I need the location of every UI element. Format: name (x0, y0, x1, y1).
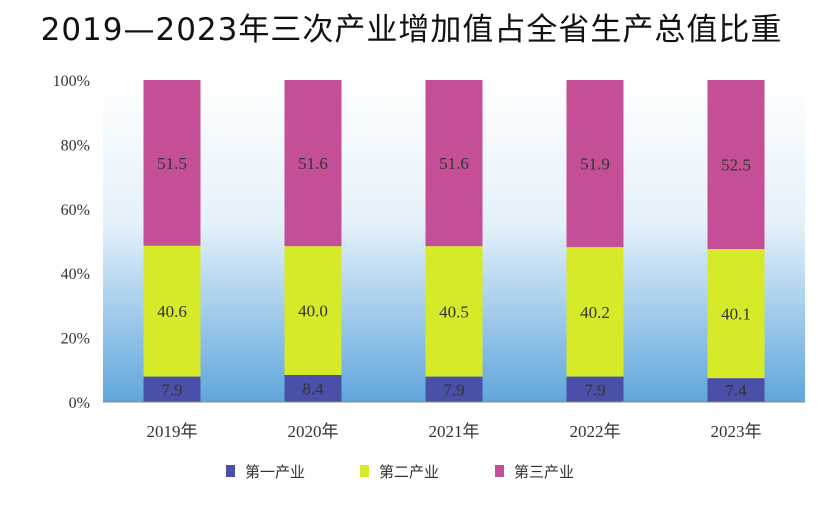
legend-swatch (495, 465, 504, 477)
bar-segment (284, 374, 342, 402)
bar-segment (425, 80, 483, 247)
legend-label: 第三产业 (514, 463, 574, 481)
y-tick-label: 80% (61, 137, 90, 154)
data-label: 51.5 (157, 154, 187, 173)
data-label: 40.2 (580, 303, 610, 322)
chart-title: 2019—2023年三次产业增加值占全省生产总值比重 (40, 12, 783, 48)
data-label: 7.9 (584, 380, 605, 399)
bar-segment (566, 247, 624, 377)
bar-segment (143, 376, 201, 402)
data-label: 40.0 (298, 302, 328, 321)
y-tick-label: 100% (53, 73, 90, 90)
legend-swatch (360, 465, 369, 477)
x-tick-label: 2019年 (147, 422, 198, 441)
bar-segment (143, 245, 201, 377)
y-tick-label: 60% (61, 202, 90, 219)
y-tick-label: 40% (61, 266, 90, 283)
data-label: 40.6 (157, 302, 187, 321)
legend: 第一产业 第二产业 第三产业 (226, 463, 574, 481)
bar-segment (566, 80, 624, 248)
data-label: 7.4 (725, 381, 747, 400)
bar-segment (566, 376, 624, 402)
data-label: 40.1 (721, 305, 751, 324)
data-label: 7.9 (161, 380, 182, 399)
y-tick-label: 0% (69, 395, 90, 412)
data-label: 40.5 (439, 302, 469, 321)
x-tick-label: 2023年 (711, 422, 762, 441)
data-label: 51.6 (298, 154, 328, 173)
legend-swatch (226, 465, 235, 477)
x-tick-label: 2020年 (288, 422, 339, 441)
data-label: 8.4 (302, 379, 324, 398)
bar-segment (284, 80, 342, 247)
data-label: 51.6 (439, 154, 469, 173)
y-tick-label: 20% (61, 331, 90, 348)
x-tick-label: 2021年 (429, 422, 480, 441)
bar-segment (707, 249, 765, 379)
x-axis: 2019年 2020年 2021年 2022年 2023年 (103, 401, 805, 441)
bar-segment (707, 378, 765, 402)
data-label: 7.9 (443, 380, 464, 399)
legend-label: 第二产业 (379, 463, 439, 481)
bar-segment (707, 80, 765, 250)
legend-label: 第一产业 (245, 463, 305, 481)
bar-segment (143, 80, 201, 246)
data-label: 52.5 (721, 156, 751, 175)
bar-segment (284, 246, 342, 375)
bars: 7.9 40.6 51.5 8.4 40.0 51.6 7.9 40.5 51.6 7.9 40.2… (143, 80, 765, 402)
data-label: 51.9 (580, 155, 610, 174)
y-axis: 0% 20% 40% 60% 80% 100% (53, 73, 90, 412)
x-tick-label: 2022年 (570, 422, 621, 441)
bar-segment (425, 246, 483, 377)
bar-segment (425, 376, 483, 402)
